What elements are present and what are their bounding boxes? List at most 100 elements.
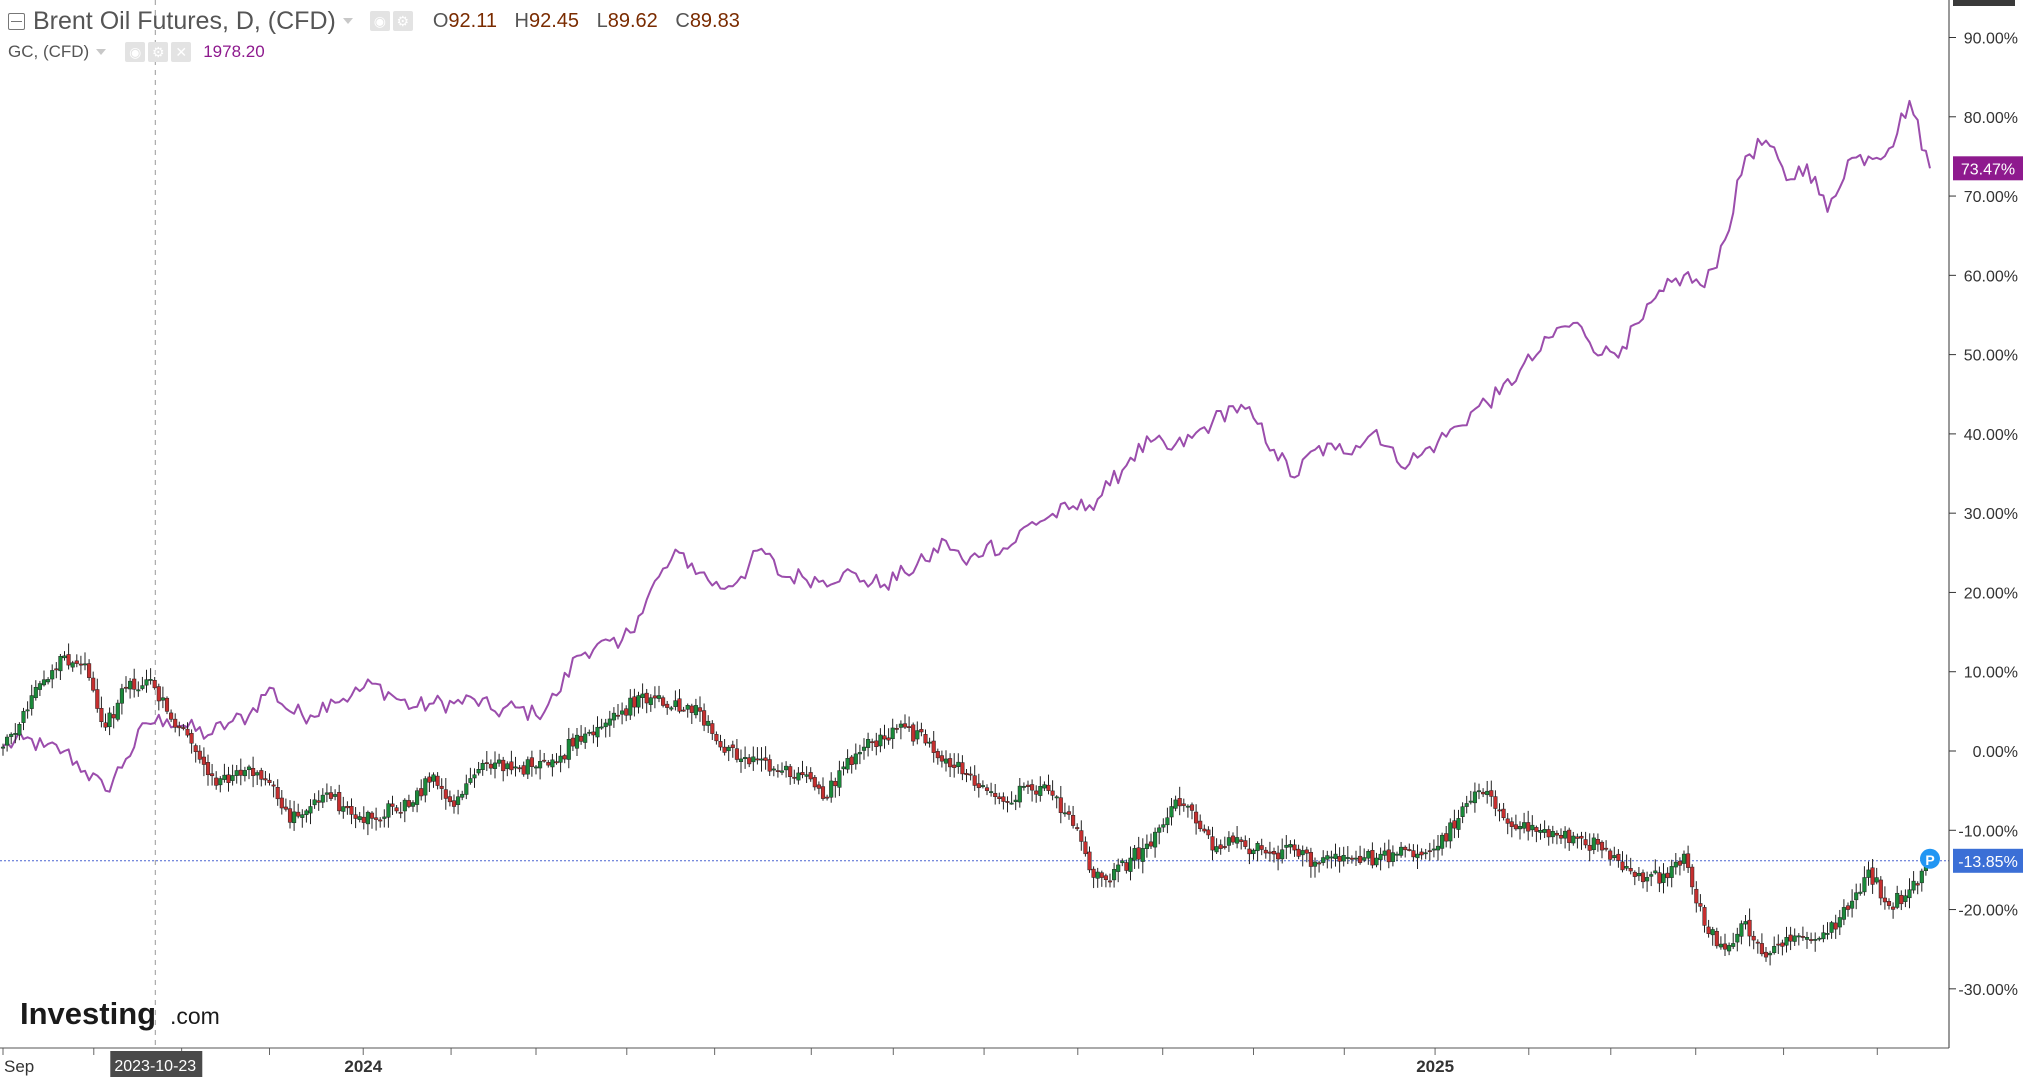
chevron-down-icon[interactable] xyxy=(96,49,107,55)
candle-body xyxy=(234,770,239,776)
candle xyxy=(140,676,145,691)
price-axis xyxy=(0,0,2015,1049)
compare-series-title: GC, (CFD) xyxy=(8,42,90,61)
candle xyxy=(1788,926,1793,951)
candle-body xyxy=(1464,803,1469,807)
candle-body xyxy=(1435,845,1441,851)
candle xyxy=(566,727,571,769)
candle-body xyxy=(632,696,637,708)
candle xyxy=(1312,857,1318,878)
candle xyxy=(177,721,182,737)
candle-body xyxy=(1489,790,1494,797)
close-label: C xyxy=(675,9,690,32)
candle-body xyxy=(517,767,522,770)
candle-body xyxy=(505,763,510,770)
candle-body xyxy=(423,778,428,796)
candle xyxy=(624,705,629,722)
candle-body xyxy=(943,758,949,764)
candle xyxy=(1895,885,1900,910)
candle-body xyxy=(636,695,641,708)
eye-icon[interactable]: ◉ xyxy=(125,42,146,62)
candle-body xyxy=(738,758,744,762)
candle xyxy=(984,784,990,796)
candle xyxy=(21,707,26,731)
candle-body xyxy=(1218,844,1223,849)
candle-body xyxy=(599,726,604,729)
candle xyxy=(1542,820,1547,839)
crosshair: 2023-10-23 xyxy=(110,0,203,1077)
candle xyxy=(1386,839,1391,869)
candle xyxy=(1657,866,1662,893)
candle-body xyxy=(17,724,22,736)
candle-body xyxy=(460,793,465,798)
candle xyxy=(816,781,821,795)
candle-body xyxy=(1813,939,1818,941)
candle-body xyxy=(1300,850,1305,856)
candle xyxy=(1296,844,1301,860)
candle-body xyxy=(128,680,133,690)
candle-body xyxy=(1161,824,1166,828)
candle xyxy=(1489,780,1494,807)
candle xyxy=(1878,876,1883,906)
candle xyxy=(558,745,563,773)
candle-body xyxy=(1550,831,1555,838)
candle-body xyxy=(1657,872,1662,884)
candle-body xyxy=(1025,784,1031,787)
candle xyxy=(259,767,264,787)
candle xyxy=(451,794,457,814)
candle-body xyxy=(62,655,67,659)
candle xyxy=(1755,939,1760,954)
candle xyxy=(1579,831,1584,850)
candle xyxy=(1362,848,1367,863)
candle xyxy=(1882,886,1887,910)
candle-body xyxy=(882,735,887,740)
chevron-down-icon[interactable] xyxy=(342,18,353,24)
candle xyxy=(1419,848,1424,860)
candle xyxy=(1841,899,1846,926)
candle-body xyxy=(1087,851,1092,871)
gear-icon[interactable]: ⚙ xyxy=(148,42,169,62)
candle xyxy=(492,751,498,779)
candle xyxy=(246,764,252,780)
candle-body xyxy=(1653,870,1658,874)
candle-body xyxy=(681,709,686,712)
collapse-square-icon[interactable] xyxy=(8,12,25,30)
candle xyxy=(866,732,871,757)
eye-icon[interactable]: ◉ xyxy=(369,11,390,31)
candle xyxy=(378,817,383,828)
candle-body xyxy=(1157,827,1162,833)
candle-body xyxy=(1460,806,1465,817)
candle xyxy=(1624,854,1629,871)
candle-body xyxy=(948,758,953,768)
candle xyxy=(1665,867,1670,887)
candle-body xyxy=(1349,857,1354,860)
candle xyxy=(1530,815,1535,837)
candle-body xyxy=(210,773,215,777)
candle-body xyxy=(796,772,801,781)
candle-body xyxy=(1407,849,1412,851)
candle xyxy=(218,776,223,793)
candle-body xyxy=(878,734,883,747)
candle xyxy=(714,731,719,745)
candle-body xyxy=(1366,851,1371,859)
candle-body xyxy=(345,805,350,809)
candle xyxy=(607,710,612,737)
close-icon[interactable]: ✕ xyxy=(171,42,192,62)
candle-body xyxy=(1837,917,1842,928)
gear-icon[interactable]: ⚙ xyxy=(392,11,413,31)
candle-body xyxy=(1509,821,1514,827)
candle xyxy=(1874,867,1879,885)
candle xyxy=(1411,844,1416,862)
candle-body xyxy=(357,816,362,820)
candle-body xyxy=(1075,827,1080,830)
candle-body xyxy=(1710,929,1715,936)
candle xyxy=(628,689,633,720)
candle xyxy=(1899,890,1904,911)
candle-body xyxy=(1472,791,1477,804)
candle-body xyxy=(1390,852,1395,862)
candle-body xyxy=(275,787,280,800)
candle xyxy=(1485,780,1490,804)
candle xyxy=(1247,837,1252,865)
candle-body xyxy=(160,697,165,701)
